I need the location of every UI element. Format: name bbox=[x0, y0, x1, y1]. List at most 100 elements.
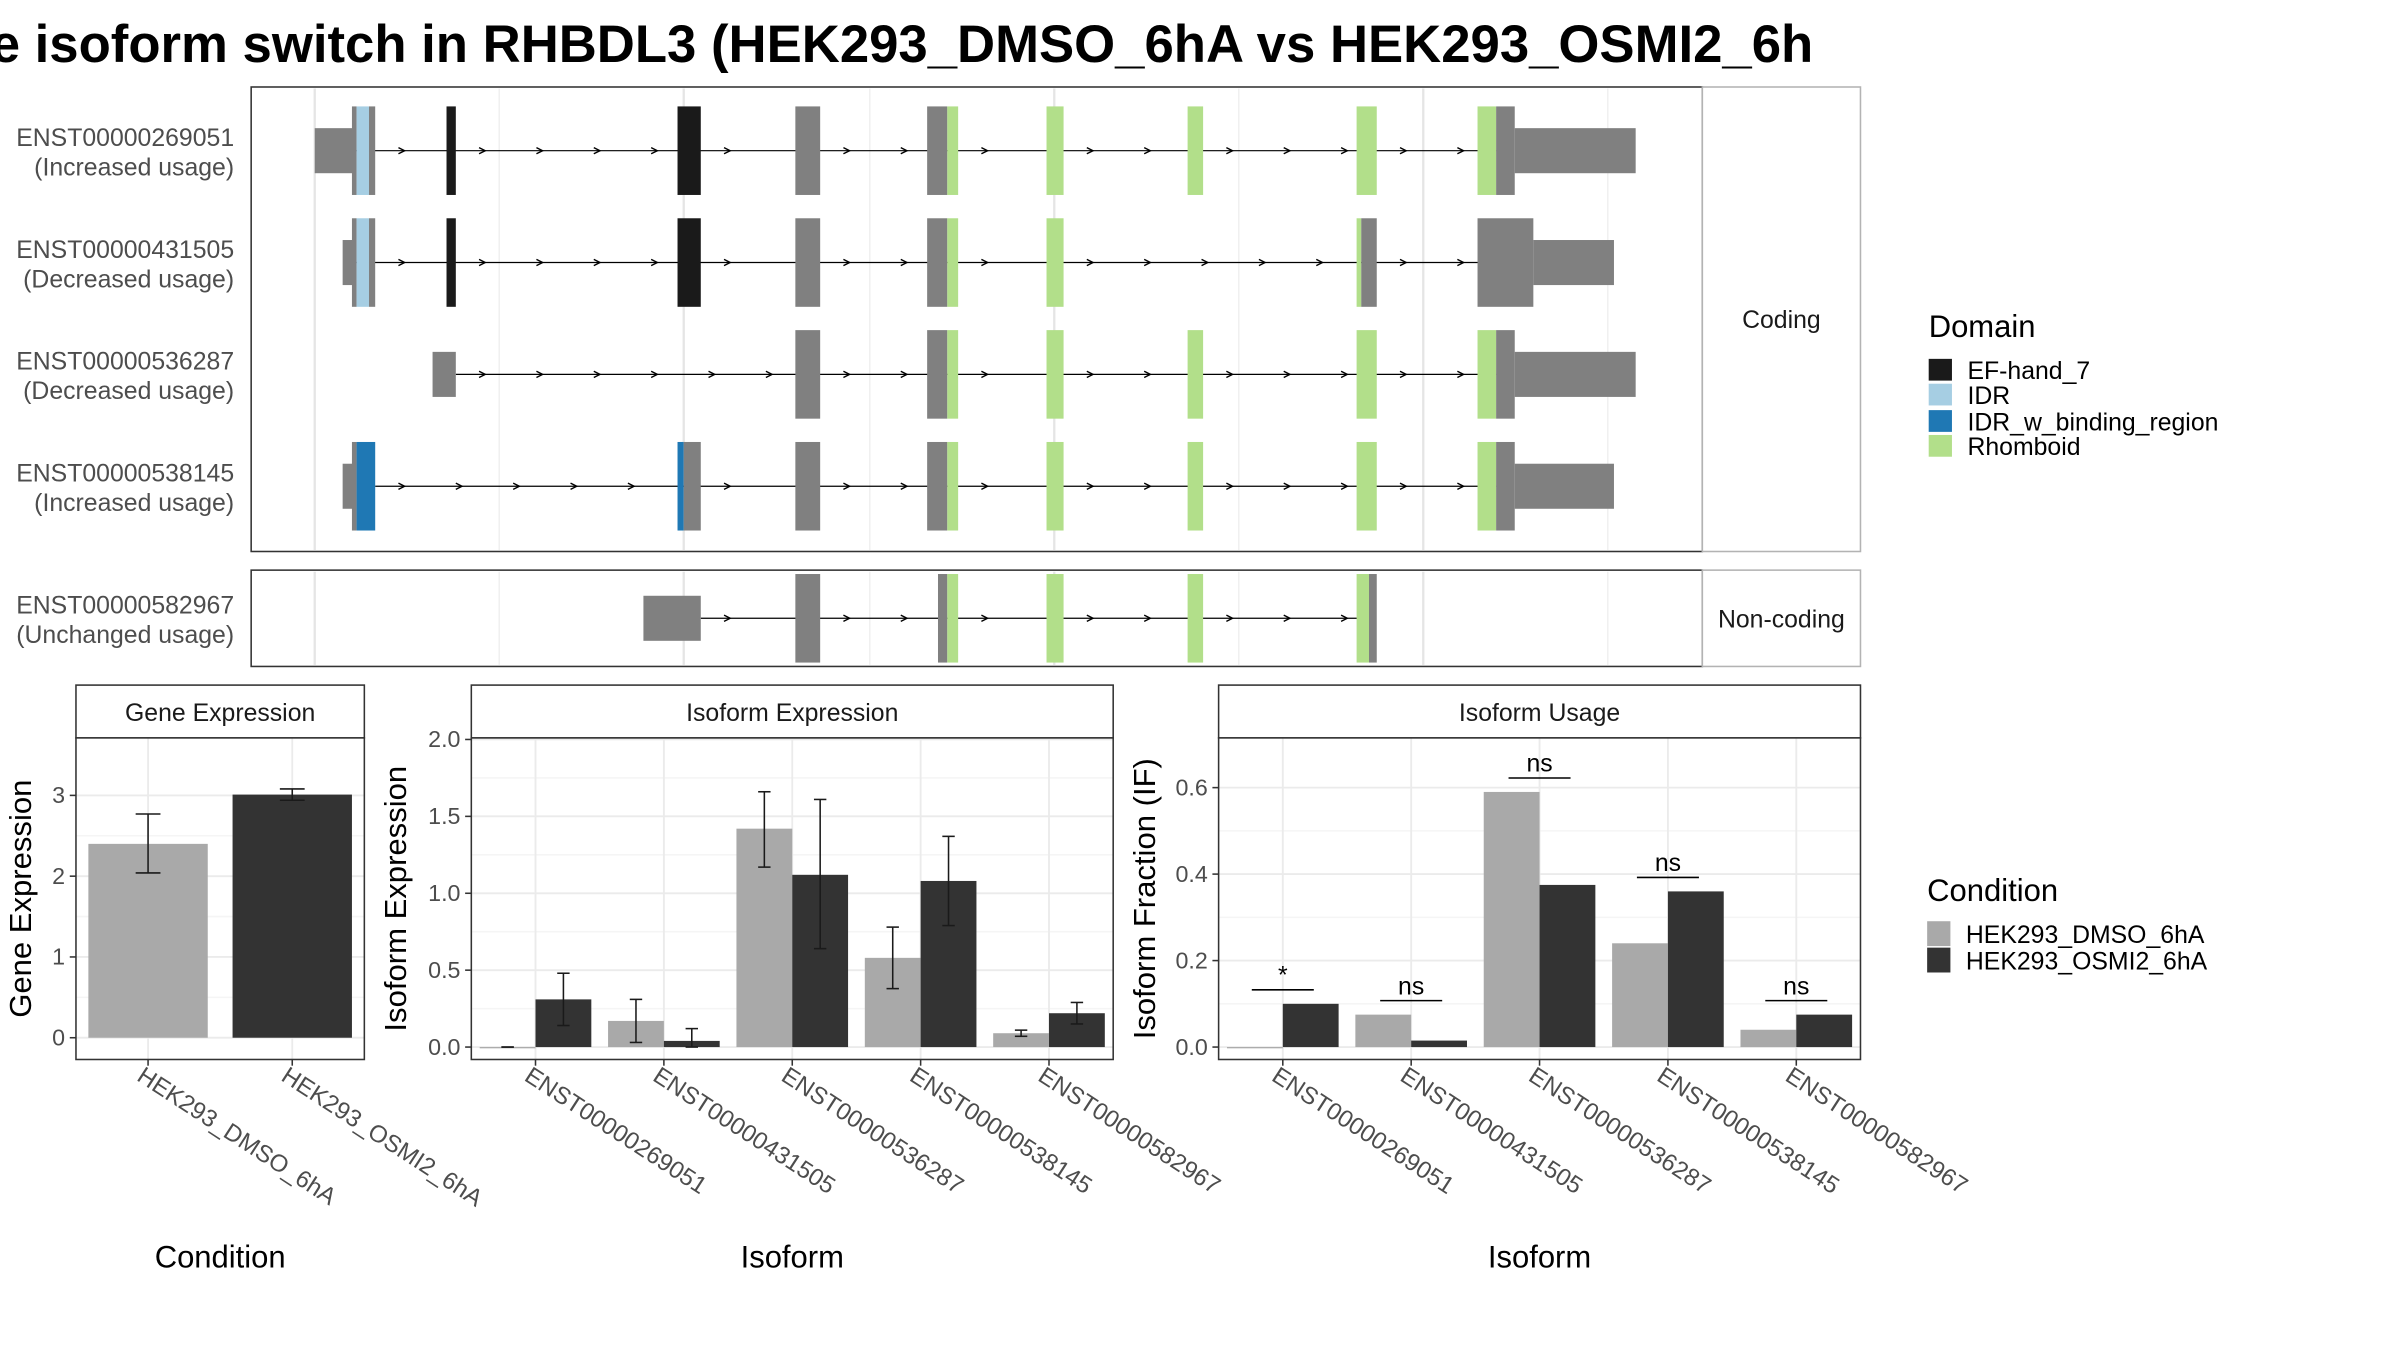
exon-cds bbox=[446, 106, 456, 195]
exon-cds bbox=[795, 574, 821, 663]
significance-label: ns bbox=[1526, 751, 1552, 778]
intron-arrow bbox=[723, 482, 732, 490]
exon-cds bbox=[1356, 106, 1377, 195]
chart-strip bbox=[1217, 684, 1862, 739]
intron-arrow bbox=[627, 482, 636, 490]
exon-cds bbox=[947, 441, 959, 531]
transcript-label-1-id: ENST00000269051 bbox=[16, 125, 234, 152]
exon-cds bbox=[947, 574, 959, 663]
intron-arrow bbox=[900, 146, 909, 155]
y-axis-title: Isoform Expression bbox=[378, 766, 413, 1032]
intron-arrow bbox=[1143, 258, 1152, 267]
exon-utr bbox=[643, 595, 701, 641]
intron-arrow bbox=[708, 370, 717, 379]
intron-arrow bbox=[536, 258, 545, 267]
exon-cds bbox=[356, 106, 369, 195]
bar bbox=[1796, 1014, 1853, 1048]
legend-label-idr-w-binding-region: IDR_w_binding_region bbox=[1967, 409, 2218, 436]
intron-arrow bbox=[536, 370, 545, 379]
transcript-structure-4 bbox=[342, 441, 1614, 531]
y-tick-label: 1.0 bbox=[428, 880, 460, 906]
y-tick-label: 0.6 bbox=[1175, 774, 1207, 800]
intron-arrow bbox=[1399, 482, 1408, 490]
chart-title: Isoform Expression bbox=[686, 700, 898, 727]
transcript-label-2-id: ENST00000431505 bbox=[16, 237, 234, 264]
intron-arrow bbox=[478, 370, 487, 379]
intron-arrow bbox=[723, 146, 732, 155]
intron-arrow bbox=[1226, 482, 1235, 490]
intron-arrow bbox=[1283, 482, 1292, 490]
intron-arrow bbox=[1143, 146, 1152, 155]
exon-utr bbox=[1514, 351, 1636, 397]
domain-legend: Domain EF-hand_7 IDR IDR_w_binding_regio… bbox=[1928, 309, 2218, 461]
exon-cds bbox=[1356, 574, 1370, 663]
intron-arrow bbox=[1340, 146, 1349, 155]
intron-arrow bbox=[981, 370, 990, 379]
transcript-structure-2 bbox=[342, 218, 1614, 307]
intron-arrow bbox=[1340, 482, 1349, 490]
exon-cds bbox=[947, 330, 959, 419]
y-tick-label: 0.0 bbox=[428, 1034, 460, 1060]
exon-cds bbox=[947, 106, 959, 195]
intron-arrow bbox=[1283, 614, 1292, 623]
transcript-label-3-id: ENST00000536287 bbox=[16, 349, 234, 376]
bar bbox=[88, 843, 208, 1038]
intron-arrow bbox=[398, 258, 407, 267]
intron-arrow bbox=[1258, 258, 1267, 267]
y-tick-label: 1.5 bbox=[428, 803, 460, 829]
exon-cds bbox=[1369, 574, 1377, 663]
intron-arrow bbox=[1086, 482, 1095, 490]
exon-utr bbox=[314, 128, 354, 174]
bar bbox=[232, 794, 352, 1038]
intron-arrow bbox=[723, 614, 732, 623]
intron-arrow bbox=[765, 370, 774, 379]
exon-cds bbox=[683, 441, 701, 531]
intron-arrow bbox=[1143, 614, 1152, 623]
intron-arrow bbox=[1399, 146, 1408, 155]
legend-swatch-ef-hand-7 bbox=[1928, 358, 1952, 381]
y-tick-label: 2.0 bbox=[428, 726, 460, 752]
exon-cds bbox=[1356, 330, 1377, 419]
intron-arrow bbox=[900, 614, 909, 623]
intron-arrow bbox=[723, 258, 732, 267]
exon-utr bbox=[1514, 463, 1614, 509]
bar bbox=[1226, 1047, 1283, 1049]
intron-arrow bbox=[1086, 146, 1095, 155]
legend-swatch-osmi2 bbox=[1927, 947, 1951, 973]
exon-cds bbox=[1496, 330, 1515, 419]
intron-arrow bbox=[843, 146, 852, 155]
exon-cds bbox=[1477, 218, 1534, 307]
intron-arrow bbox=[536, 146, 545, 155]
legend-swatch-idr-w-binding-region bbox=[1928, 410, 1952, 432]
intron-arrow bbox=[512, 482, 521, 490]
intron-arrow bbox=[1399, 258, 1408, 267]
intron-arrow bbox=[843, 258, 852, 267]
figure-title: e isoform switch in RHBDL3 (HEK293_DMSO_… bbox=[0, 15, 1813, 74]
intron-arrow bbox=[1086, 258, 1095, 267]
exon-cds bbox=[1356, 441, 1377, 531]
intron-arrow bbox=[398, 146, 407, 155]
exon-cds bbox=[927, 441, 948, 531]
coding-strip-label: Coding bbox=[1742, 307, 1821, 334]
legend-label-rhomboid: Rhomboid bbox=[1967, 434, 2080, 461]
intron-arrow bbox=[478, 146, 487, 155]
y-axis-title: Isoform Fraction (IF) bbox=[1127, 758, 1162, 1039]
condition-legend-title: Condition bbox=[1927, 873, 2058, 908]
noncoding-strip-label: Non-coding bbox=[1718, 607, 1845, 634]
transcript-structure-1 bbox=[314, 106, 1636, 195]
exon-cds bbox=[1046, 441, 1064, 531]
significance-label: * bbox=[1278, 963, 1288, 990]
y-tick-label: 3 bbox=[52, 782, 65, 808]
intron-arrow bbox=[1457, 258, 1466, 267]
chart-strip bbox=[75, 684, 366, 739]
significance-label: ns bbox=[1398, 973, 1424, 1000]
coding-strip bbox=[1701, 86, 1862, 553]
intron-arrow bbox=[1283, 370, 1292, 379]
intron-arrow bbox=[1143, 482, 1152, 490]
legend-label-idr: IDR bbox=[1967, 383, 2010, 410]
exon-cds bbox=[795, 330, 821, 419]
intron-arrow bbox=[650, 146, 659, 155]
transcript-label-5-id: ENST00000582967 bbox=[16, 593, 234, 620]
intron-arrow bbox=[1226, 146, 1235, 155]
